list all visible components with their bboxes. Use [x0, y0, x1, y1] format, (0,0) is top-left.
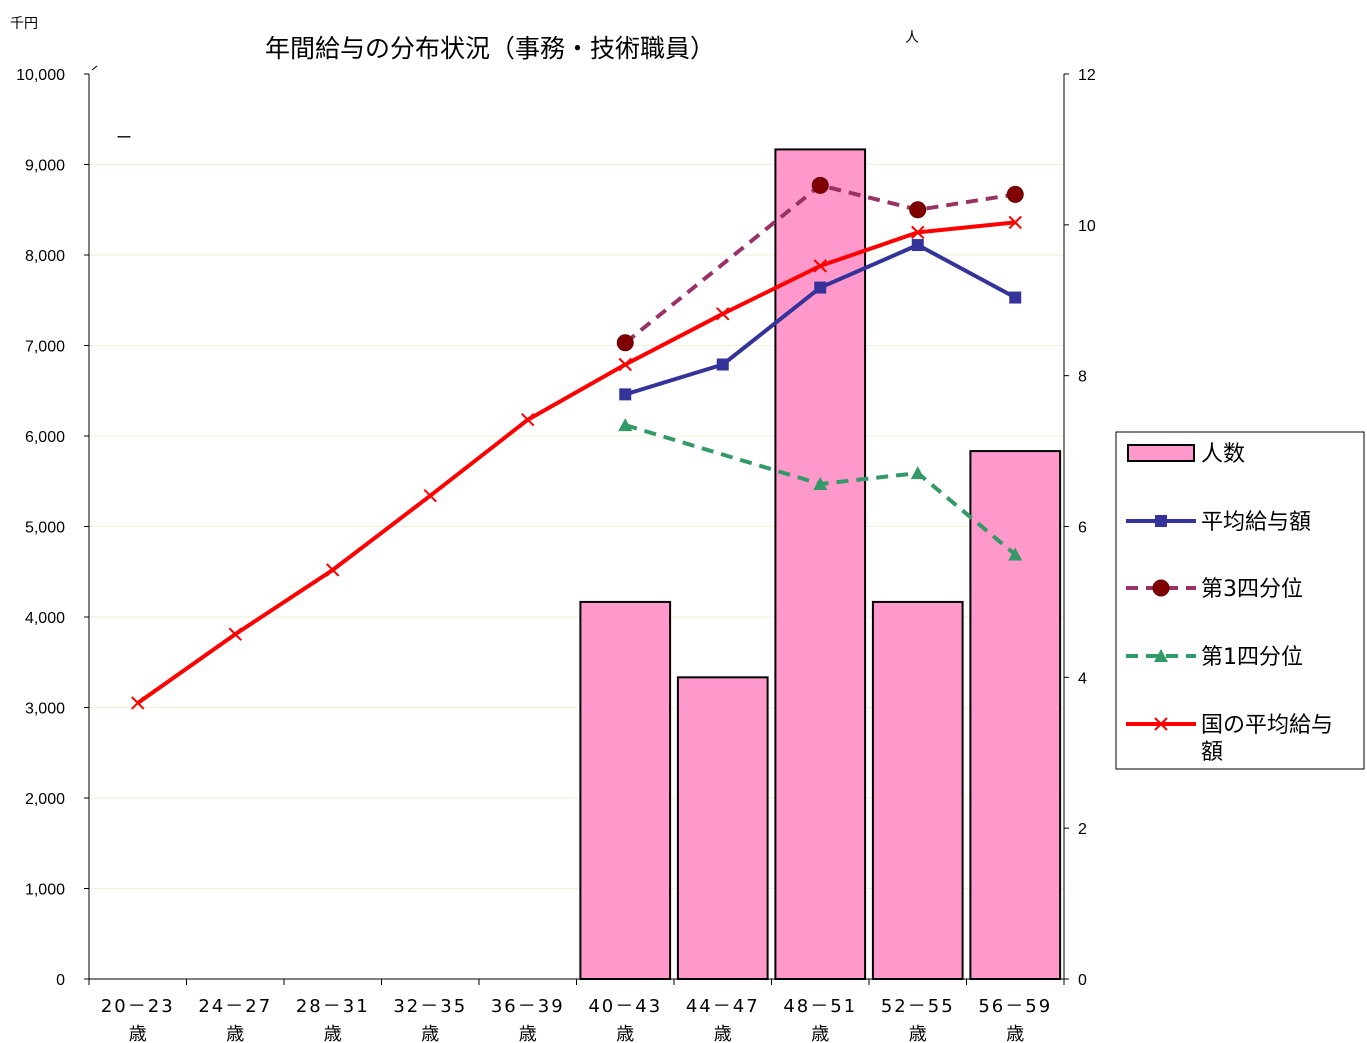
- point-square-2: [814, 281, 827, 294]
- chart-title: 年間給与の分布状況（事務・技術職員）: [265, 34, 715, 63]
- legend-marker-3: [1154, 649, 1168, 662]
- y-left-tick-label-10: 0: [56, 972, 65, 989]
- legend-label-3: 第1四分位: [1201, 645, 1303, 670]
- y-left-tick-label-2: 8,000: [25, 248, 65, 265]
- bar-5: [579, 600, 672, 981]
- x-tick-label-unit-3: 歳: [421, 1024, 439, 1043]
- bar-6: [676, 676, 769, 980]
- y-left-tick-label-3: 7,000: [25, 339, 65, 356]
- x-tick-label-unit-2: 歳: [324, 1024, 342, 1043]
- point-x-3: [423, 489, 437, 503]
- y-left-unit: 千円: [10, 16, 38, 32]
- x-tick-label-1: 24－27: [198, 996, 272, 1017]
- point-x-8: [911, 225, 925, 240]
- legend-marker-1: [1155, 515, 1167, 527]
- legend-box: [1115, 431, 1365, 770]
- axis-break-mark: [91, 65, 98, 71]
- x-tick-label-2: 28－31: [296, 996, 370, 1017]
- x-tick-label-unit-0: 歳: [129, 1024, 147, 1043]
- point-square-1: [716, 358, 729, 371]
- y-right-tick-label-3: 6: [1078, 520, 1087, 537]
- point-x-2: [326, 563, 340, 577]
- point-x-9: [1008, 215, 1022, 230]
- point-x-5: [618, 357, 632, 372]
- x-tick-label-4: 36－39: [491, 996, 565, 1017]
- y-left-tick-label-8: 2,000: [25, 791, 65, 808]
- legend-label-4: 国の平均給与: [1201, 713, 1333, 738]
- annotation-dash: ー: [116, 130, 132, 147]
- y-left-tick-label-4: 6,000: [25, 429, 65, 446]
- point-square-0: [619, 388, 632, 401]
- point-triangle-0: [618, 418, 633, 432]
- point-circle-3: [1006, 185, 1024, 203]
- x-tick-label-unit-4: 歳: [519, 1024, 537, 1043]
- legend-label-4-cont: 額: [1201, 740, 1223, 765]
- y-right-tick-label-1: 10: [1078, 218, 1096, 235]
- point-x-4: [521, 413, 535, 427]
- point-x-1: [228, 627, 242, 641]
- point-circle-0: [616, 334, 634, 352]
- axes: [84, 65, 1069, 985]
- line-x: [136, 220, 1016, 705]
- y-right-tick-label-6: 0: [1078, 972, 1087, 989]
- legend-label-0: 人数: [1201, 442, 1245, 467]
- y-left-tick-label-5: 5,000: [25, 520, 65, 537]
- y-left-tick-label-9: 1,000: [25, 882, 65, 899]
- line-series: [131, 176, 1024, 710]
- point-triangle-2: [910, 466, 925, 480]
- line-triangle: [624, 423, 1017, 557]
- y-right-tick-label-4: 4: [1078, 670, 1087, 687]
- axis-labels: 10,000 9,000 8,000 7,000 6,000 5,000 4,000 3,00…: [16, 67, 1096, 1043]
- y-right-unit: 人: [905, 30, 919, 46]
- title-background: [255, 22, 750, 72]
- legend-marker-4: [1154, 717, 1168, 731]
- y-left-tick-label-0: 10,000: [16, 67, 65, 84]
- x-tick-label-unit-6: 歳: [714, 1024, 732, 1043]
- point-square-3: [911, 239, 924, 252]
- x-tick-label-8: 52－55: [881, 996, 955, 1017]
- point-x-7: [813, 259, 827, 273]
- y-left-tick-label-7: 3,000: [25, 701, 65, 718]
- x-tick-label-7: 48－51: [783, 996, 857, 1017]
- legend-swatch-bar: [1127, 444, 1195, 462]
- point-triangle-1: [813, 476, 828, 490]
- y-right-tick-label-5: 2: [1078, 821, 1087, 838]
- point-circle-2: [909, 201, 927, 219]
- point-triangle-3: [1008, 547, 1023, 561]
- point-x-6: [716, 307, 730, 321]
- y-left-tick-label-6: 4,000: [25, 610, 65, 627]
- legend-label-1: 平均給与額: [1201, 510, 1311, 535]
- x-tick-label-3: 32－35: [393, 996, 467, 1017]
- legend-label-2: 第3四分位: [1201, 577, 1303, 602]
- x-tick-label-6: 44－47: [686, 996, 760, 1017]
- point-x-0: [131, 696, 145, 710]
- point-circle-1: [811, 176, 829, 194]
- point-square-4: [1009, 291, 1022, 304]
- y-left-tick-label-1: 9,000: [25, 158, 65, 175]
- bar-8: [871, 600, 964, 981]
- x-tick-label-unit-5: 歳: [616, 1024, 634, 1043]
- x-tick-label-9: 56－59: [978, 996, 1052, 1017]
- line-circle: [624, 183, 1016, 345]
- y-right-tick-label-0: 12: [1078, 67, 1096, 84]
- x-tick-label-unit-7: 歳: [811, 1024, 829, 1043]
- x-tick-label-unit-9: 歳: [1006, 1024, 1024, 1043]
- x-tick-label-unit-1: 歳: [226, 1024, 244, 1043]
- x-tick-label-unit-8: 歳: [909, 1024, 927, 1043]
- y-right-tick-label-2: 8: [1078, 369, 1087, 386]
- legend-marker-2: [1152, 579, 1170, 597]
- x-tick-label-5: 40－43: [588, 996, 662, 1017]
- x-tick-label-0: 20－23: [101, 996, 175, 1017]
